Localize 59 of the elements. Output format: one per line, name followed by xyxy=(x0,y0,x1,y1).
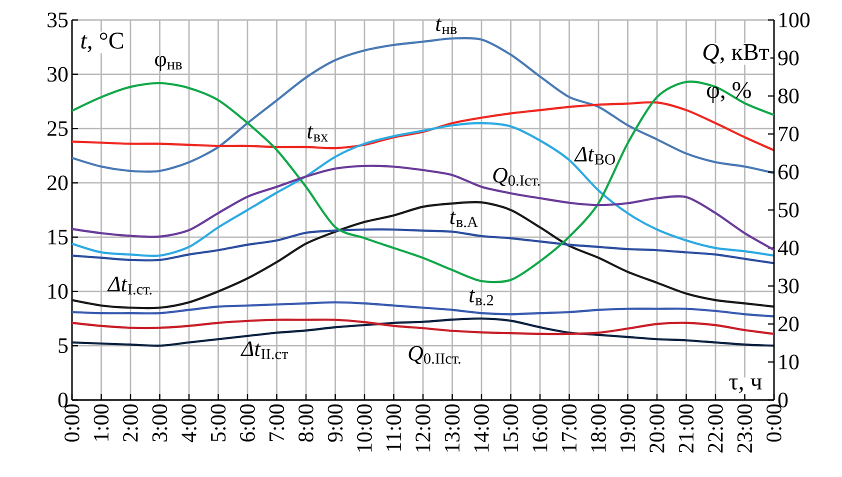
x-tick-label: 4:00 xyxy=(182,404,196,442)
annotation: φ, % xyxy=(707,82,751,103)
line-series xyxy=(70,122,776,258)
x-tick-label: 10:00 xyxy=(357,404,372,452)
x-tick-label: 11:00 xyxy=(386,404,402,451)
y2-tick-label: 50 xyxy=(778,202,799,218)
y2-tick-label: 30 xyxy=(778,278,799,294)
x-tick-label: 6:00 xyxy=(240,404,255,442)
x-tick-label: 12:00 xyxy=(416,404,430,452)
series-label: t$_{нв}$ xyxy=(436,18,457,34)
y-tick-label: 5 xyxy=(58,338,68,353)
x-tick-label: 22:00 xyxy=(708,404,723,452)
y-tick-label: 15 xyxy=(48,230,68,244)
series-label: Δt$_{ВО}$ xyxy=(574,146,615,165)
x-tick-label: 18:00 xyxy=(591,404,606,452)
line-series xyxy=(70,228,776,264)
x-tick-label: 2:00 xyxy=(123,404,138,442)
x-tick-label: 16:00 xyxy=(532,404,548,452)
line-series xyxy=(70,201,776,310)
y2-tick-label: 90 xyxy=(778,50,799,66)
y2-tick-label: 100 xyxy=(779,12,810,28)
x-tick-label: 7:00 xyxy=(269,404,284,442)
x-tick-label: 9:00 xyxy=(328,404,343,442)
x-tick-label: 23:00 xyxy=(737,404,752,452)
x-tick-label: 15:00 xyxy=(503,404,518,452)
y2-tick-label: 70 xyxy=(778,126,799,142)
y2-axis-title: Q, кВт xyxy=(703,44,769,64)
x-tick-label: 1:00 xyxy=(94,404,109,441)
series-label: Δt$_{I.ст.}$ xyxy=(107,276,152,295)
x-tick-label: 13:00 xyxy=(444,404,460,452)
x-tick-label: 20:00 xyxy=(650,404,664,452)
y2-tick-label: 20 xyxy=(778,316,799,332)
y2-tick-label: 80 xyxy=(778,88,799,104)
x-tick-label: 5:00 xyxy=(210,404,226,442)
series-label: Q$_{0.IIст.}$ xyxy=(408,346,460,364)
y-tick-label: 25 xyxy=(48,121,68,136)
x-tick-label: 19:00 xyxy=(620,404,636,452)
y-tick-label: 10 xyxy=(48,284,68,299)
y-tick-label: 35 xyxy=(48,12,68,28)
y2-tick-label: 60 xyxy=(778,164,799,180)
x-axis-title: τ, ч xyxy=(729,378,762,394)
y2-tick-label: 10 xyxy=(779,354,799,370)
series-label: t$_{в.2}$ xyxy=(470,290,494,306)
y-tick-label: 30 xyxy=(48,66,68,82)
x-tick-label: 14:00 xyxy=(474,404,489,452)
series-label: t$_{вх}$ xyxy=(308,126,328,142)
x-tick-label: 17:00 xyxy=(562,404,577,452)
series-label: Q$_{0.Iст.}$ xyxy=(493,168,540,186)
line-series xyxy=(70,318,776,336)
series-label: Δt$_{II.ст}$ xyxy=(240,341,288,360)
line-series xyxy=(70,164,776,251)
x-tick-label: 21:00 xyxy=(678,404,694,452)
series-label: φ$_{нв}$ xyxy=(155,56,182,71)
y2-tick-label: 40 xyxy=(778,240,799,256)
series-label: t$_{в.А}$ xyxy=(450,212,478,228)
x-tick-label: 8:00 xyxy=(298,404,314,442)
x-tick-label: 3:00 xyxy=(152,404,168,442)
y-tick-label: 20 xyxy=(48,175,68,190)
y-axis-title: t, °C xyxy=(81,32,123,52)
